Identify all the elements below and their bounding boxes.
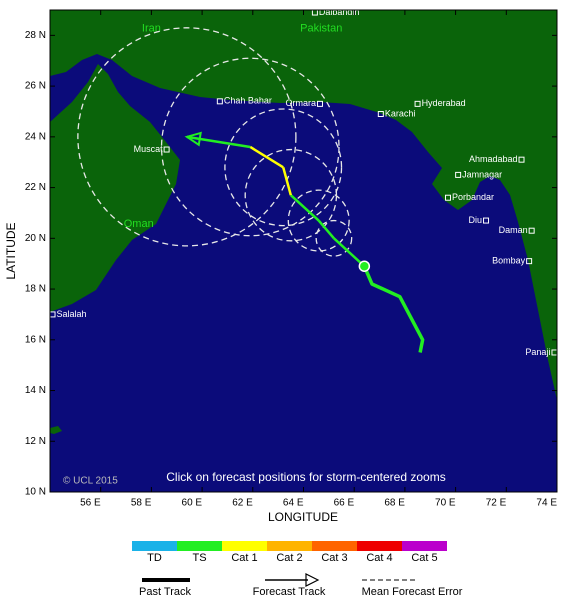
current-position [358, 260, 371, 272]
x-tick-label: 68 E [384, 498, 405, 509]
city-label: Daman [499, 225, 528, 235]
city-label: Hyderabad [422, 98, 466, 108]
y-tick-label: 16 N [25, 334, 46, 345]
y-tick-label: 12 N [25, 436, 46, 447]
legend-swatch [177, 541, 222, 551]
city-marker [316, 100, 323, 107]
legend-label: Cat 2 [276, 552, 302, 564]
x-tick-label: 72 E [486, 498, 507, 509]
legend-forecast-label: Forecast Track [253, 586, 326, 598]
country-label: Iran [142, 22, 161, 34]
y-tick-label: 20 N [25, 233, 46, 244]
city-label: Jamnagar [462, 169, 502, 179]
forecast-segment [333, 237, 366, 268]
country-label: Pakistan [300, 22, 342, 34]
city-label: Chah Bahar [224, 96, 272, 106]
city-label: Karachi [385, 108, 416, 118]
legend-swatch [132, 541, 177, 551]
overlay: Iran Pakistan Oman Dalbandin Chah Bahar Ormar… [50, 7, 557, 357]
city-marker [444, 194, 451, 201]
forecast-error-circle [224, 108, 343, 227]
legend-label: Cat 5 [411, 552, 437, 564]
city-label: Dalbandin [319, 7, 360, 17]
x-tick-label: 60 E [182, 498, 203, 509]
land [50, 10, 557, 400]
legend-label: Cat 3 [321, 552, 347, 564]
forecast-arrowhead [184, 131, 202, 147]
y-tick-label: 26 N [25, 81, 46, 92]
x-axis-title: LONGITUDE [268, 510, 338, 524]
city-marker [216, 98, 223, 105]
land [50, 426, 62, 434]
city-label: Diu [469, 215, 483, 225]
forecast-segment [249, 145, 284, 169]
forecast-segment [186, 135, 251, 149]
legend-label: TS [192, 552, 206, 564]
y-tick-label: 28 N [25, 30, 46, 41]
x-tick-label: 58 E [131, 498, 152, 509]
city-marker [526, 258, 533, 265]
city-label: Panaji [525, 347, 550, 357]
legend-swatch [267, 541, 312, 551]
legend-label: Cat 4 [366, 552, 392, 564]
city-label: Salalah [57, 309, 87, 319]
y-tick-label: 22 N [25, 182, 46, 193]
legend-past-label: Past Track [139, 586, 191, 598]
credit: © UCL 2015 [63, 476, 118, 487]
country-label: Oman [124, 218, 154, 230]
x-tick-label: 66 E [334, 498, 355, 509]
city-label: Muscat [134, 144, 164, 154]
x-tick-label: 74 E [536, 498, 557, 509]
note[interactable]: Click on forecast positions for storm-ce… [166, 470, 445, 484]
legend-label: Cat 1 [231, 552, 257, 564]
y-axis-title: LATITUDE [4, 222, 18, 279]
x-tick-label: 56 E [80, 498, 101, 509]
legend-swatch [312, 541, 357, 551]
forecast-error-circle [160, 57, 340, 237]
y-tick-label: 24 N [25, 131, 46, 142]
x-tick-label: 70 E [435, 498, 456, 509]
city-marker [518, 156, 525, 163]
forecast-error-circle [244, 148, 338, 242]
forecast-error-circle [287, 189, 350, 252]
city-label: Ahmadabad [469, 154, 518, 164]
city-marker [483, 217, 490, 224]
legend-swatch [222, 541, 267, 551]
map-area [50, 10, 557, 492]
city-marker [528, 227, 535, 234]
city-marker [163, 146, 170, 153]
x-tick-label: 64 E [283, 498, 304, 509]
city-marker [377, 111, 384, 118]
legend-label: TD [147, 552, 162, 564]
y-tick-label: 18 N [25, 284, 46, 295]
legend-error-label: Mean Forecast Error [362, 586, 463, 598]
y-tick-label: 14 N [25, 385, 46, 396]
forecast-segment [317, 219, 335, 240]
y-tick-label: 10 N [25, 487, 46, 498]
legend-swatch [357, 541, 402, 551]
city-label: Bombay [492, 256, 526, 266]
forecast-segment [289, 194, 320, 222]
legend-forecast-arrow [305, 573, 320, 587]
city-label: Ormara [285, 98, 316, 108]
forecast-segment [282, 166, 293, 196]
city-marker [455, 171, 462, 178]
legend-swatch [402, 541, 447, 551]
land [50, 64, 180, 312]
forecast-error-circle [77, 27, 297, 247]
x-tick-label: 62 E [232, 498, 253, 509]
forecast-error-circle [315, 219, 353, 257]
city-label: Porbandar [452, 192, 494, 202]
past-track [362, 265, 425, 353]
city-marker [414, 100, 421, 107]
